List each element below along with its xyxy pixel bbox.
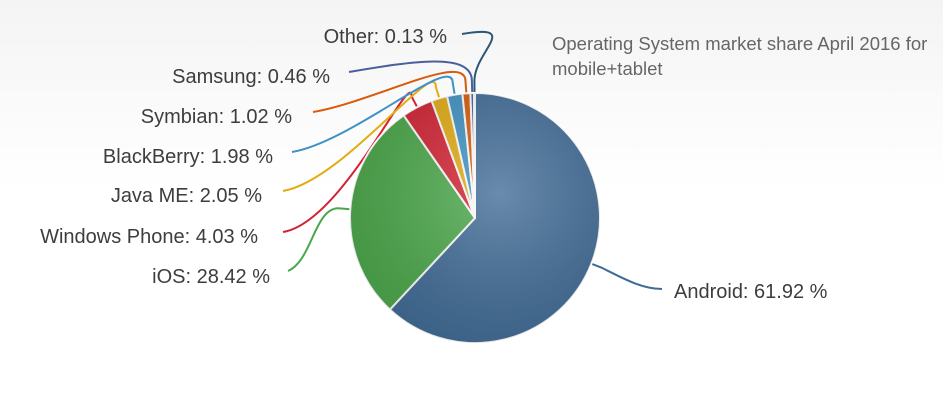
connector-ios xyxy=(287,207,351,272)
slice-label-ios: iOS: 28.42 % xyxy=(152,266,270,288)
slice-label-windows-phone: Windows Phone: 4.03 % xyxy=(40,226,258,248)
connector-android xyxy=(590,262,663,290)
chart-title: Operating System market share April 2016… xyxy=(552,33,928,79)
slice-label-samsung: Samsung: 0.46 % xyxy=(172,66,330,88)
slice-label-symbian: Symbian: 1.02 % xyxy=(141,106,292,128)
slice-label-other: Other: 0.13 % xyxy=(324,26,448,48)
connector-symbian xyxy=(312,71,468,113)
pie-slice-other[interactable] xyxy=(472,91,476,219)
slice-label-java-me: Java ME: 2.05 % xyxy=(111,185,262,207)
slice-label-blackberry: BlackBerry: 1.98 % xyxy=(103,146,273,168)
slice-label-android: Android: 61.92 % xyxy=(674,281,828,303)
connector-other xyxy=(461,30,494,94)
connector-samsung xyxy=(348,60,474,94)
